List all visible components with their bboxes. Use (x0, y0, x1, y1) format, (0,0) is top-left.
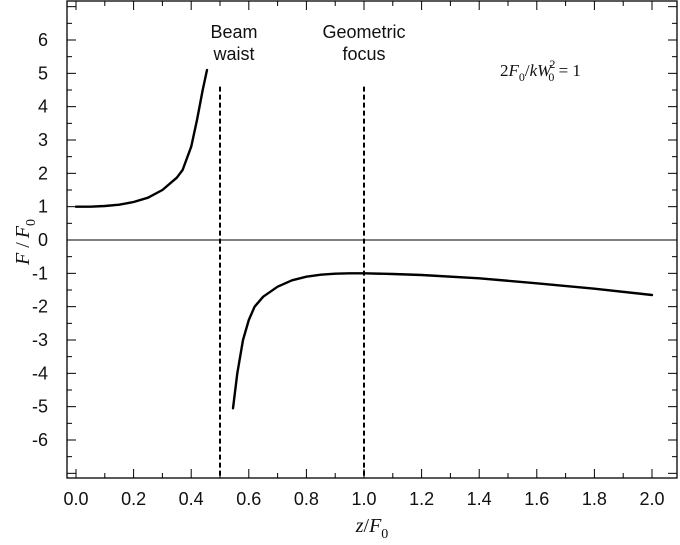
y-tick-label: 5 (38, 63, 48, 83)
y-tick-label: 0 (38, 230, 48, 250)
y-tick-label: -5 (32, 397, 48, 417)
y-tick-label: -2 (32, 297, 48, 317)
equation-annotation: 2F0/kW2 0 = 1 (500, 57, 581, 84)
curve-before-waist (74, 68, 209, 208)
y-tick-label: 4 (38, 97, 48, 117)
x-tick-label: 0.6 (236, 489, 261, 509)
curve-after-waist (231, 272, 654, 410)
x-tick-label: 1.8 (582, 489, 607, 509)
x-tick-label: 2.0 (639, 489, 664, 509)
y-tick-label: 1 (38, 197, 48, 217)
y-tick-label: 3 (38, 130, 48, 150)
x-tick-label: 1.4 (467, 489, 492, 509)
x-tick-label: 0.2 (121, 489, 146, 509)
x-tick-label: 0.0 (63, 489, 88, 509)
x-tick-label: 1.6 (524, 489, 549, 509)
x-tick-label: 0.4 (179, 489, 204, 509)
geometric-focus-label: Geometric focus (322, 22, 405, 64)
y-tick-label: -1 (32, 263, 48, 283)
y-axis-label: F /F0 (12, 219, 39, 266)
y-tick-label: -6 (32, 430, 48, 450)
beam-waist-label: Beam waist (210, 22, 257, 64)
y-tick-label: -4 (32, 363, 48, 383)
x-tick-label: 1.0 (351, 489, 376, 509)
x-tick-label: 0.8 (294, 489, 319, 509)
y-tick-label: 6 (38, 30, 48, 50)
y-tick-label: -3 (32, 330, 48, 350)
x-tick-label: 1.2 (409, 489, 434, 509)
y-tick-label: 2 (38, 163, 48, 183)
x-axis-label: z/F0 (355, 515, 389, 542)
